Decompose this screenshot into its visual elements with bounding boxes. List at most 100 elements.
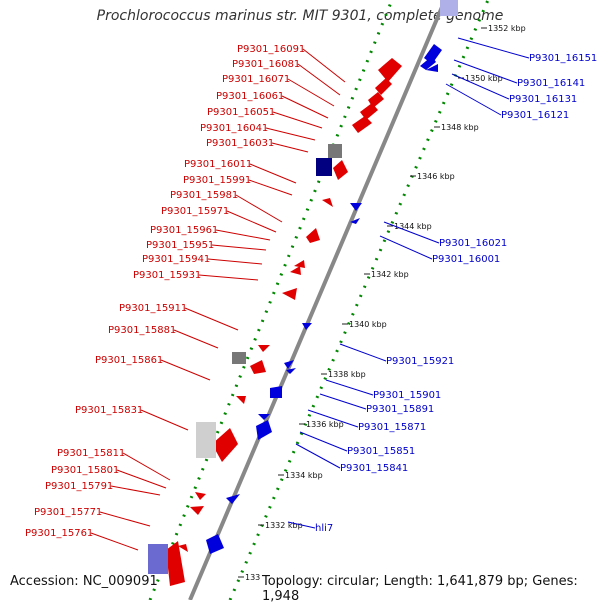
reverse-label-leader [339, 343, 387, 362]
reverse-gene-glyph [270, 386, 282, 398]
forward-gene-label: P9301_15951 [146, 240, 214, 251]
reverse-label-leader [295, 443, 341, 469]
forward-label-leader [116, 469, 167, 489]
reverse-gene-glyph [284, 360, 294, 369]
forward-gene-glyph [212, 428, 238, 462]
selected-gene-block [440, 0, 458, 16]
forward-label-leader [140, 409, 189, 431]
genome-axis-line [188, 0, 447, 600]
forward-label-leader [99, 511, 151, 527]
scale-tick-label: 1340 kbp [349, 320, 387, 329]
scale-tick-label: 1342 kbp [371, 270, 409, 279]
forward-label-leader [287, 78, 335, 107]
forward-label-leader [90, 532, 139, 551]
reverse-label-leader [457, 37, 530, 59]
reverse-gene-label: P9301_16141 [517, 78, 585, 89]
reverse-gene-label: P9301_16121 [501, 110, 569, 121]
reverse-gene-label: P9301_15921 [386, 356, 454, 367]
forward-label-leader [184, 307, 239, 331]
genome-axis [188, 0, 447, 600]
accession-text: Accession: NC_009091 [10, 574, 158, 589]
forward-label-leader [235, 194, 283, 223]
forward-gene-glyph [178, 544, 188, 552]
reverse-label-leader [445, 83, 502, 116]
highlighted-gene-block [316, 158, 332, 176]
reverse-gene-glyph [226, 494, 240, 504]
forward-gene-label: P9301_15961 [150, 225, 218, 236]
forward-gene-glyph [195, 492, 206, 500]
reverse-label-leader [299, 431, 348, 452]
forward-gene-glyph [294, 260, 305, 268]
reverse-gene-label: P9301_16021 [439, 238, 507, 249]
reverse-gene-glyph [350, 218, 360, 224]
forward-gene-glyph [352, 116, 372, 133]
forward-label-leader [160, 359, 211, 381]
forward-label-leader [207, 258, 263, 265]
forward-label-leader [265, 127, 316, 141]
reverse-gene-label: P9301_15901 [373, 390, 441, 401]
scale-tick-label: 1332 kbp [265, 521, 303, 530]
reverse-gene-label: P9301_16001 [432, 254, 500, 265]
reverse-gene-label: P9301_16131 [509, 94, 577, 105]
forward-gene-label: P9301_15981 [170, 190, 238, 201]
scale-tick-label: 1336 kbp [306, 420, 344, 429]
forward-gene-label: P9301_15971 [161, 206, 229, 217]
forward-gene-glyph [378, 58, 402, 82]
reverse-gene-label: hli7 [315, 523, 333, 534]
forward-label-leader [215, 229, 271, 241]
reverse-label-leader [307, 409, 359, 428]
forward-gene-label: P9301_16081 [232, 59, 300, 70]
pseudo-gene-block [328, 144, 342, 158]
forward-gene-glyph [333, 160, 348, 180]
reverse-gene-label: P9301_16151 [529, 53, 597, 64]
forward-gene-label: P9301_15941 [142, 254, 210, 265]
reverse-label-leader [379, 235, 433, 260]
reverse-gene-glyph [258, 414, 270, 420]
forward-label-leader [248, 179, 293, 196]
forward-gene-label: P9301_16011 [184, 159, 252, 170]
forward-gene-label: P9301_15811 [57, 448, 125, 459]
reverse-label-leader [319, 393, 367, 410]
forward-gene-label: P9301_15881 [108, 325, 176, 336]
forward-gene-label: P9301_15861 [95, 355, 163, 366]
page-title: Prochlorococcus marinus str. MIT 9301, c… [96, 8, 504, 24]
forward-gene-label: P9301_15771 [34, 507, 102, 518]
forward-label-leader [281, 95, 329, 119]
scale-tick-label: 1348 kbp [441, 123, 479, 132]
forward-gene-glyph [375, 78, 392, 95]
forward-label-leader [272, 111, 323, 129]
reverse-gene-labels: P9301_16151 P9301_16141 P9301_16131 P9301_1… [287, 37, 597, 534]
forward-gene-glyph [322, 198, 333, 207]
forward-gene-glyph [166, 541, 185, 586]
forward-gene-glyph [290, 266, 301, 275]
forward-label-leader [122, 452, 171, 481]
forward-gene-label: P9301_15911 [119, 303, 187, 314]
scale-tick-label: 1338 kbp [328, 370, 366, 379]
forward-label-leader [271, 142, 309, 153]
reverse-label-leader [325, 379, 374, 396]
reverse-gene-glyph [426, 64, 438, 72]
forward-gene-label: P9301_16061 [216, 91, 284, 102]
forward-gene-labels: P9301_16091 P9301_16081 P9301_16071 P9301_1… [25, 44, 346, 551]
selected-gene-block [148, 544, 168, 574]
forward-label-leader [297, 63, 341, 96]
reverse-strand-guide [228, 0, 490, 600]
forward-gene-label: P9301_16031 [206, 138, 274, 149]
forward-strand-guide [148, 0, 394, 600]
scale-tick-label: 1334 kbp [285, 471, 323, 480]
scale-tick-label: 1344 kbp [394, 222, 432, 231]
gene-glyphs [148, 0, 458, 586]
forward-label-leader [302, 48, 346, 83]
forward-gene-label: P9301_15761 [25, 528, 93, 539]
forward-gene-glyph [306, 228, 320, 243]
forward-gene-glyph [190, 506, 204, 515]
forward-gene-label: P9301_16041 [200, 123, 268, 134]
reverse-label-leader [383, 221, 440, 244]
forward-label-leader [198, 274, 259, 281]
scale-tick-label: 1346 kbp [417, 172, 455, 181]
scale-ticks: 1352 kbp 1350 kbp 1348 kbp 1346 kbp 1344 kbp… [238, 24, 526, 582]
forward-label-leader [226, 210, 277, 233]
forward-gene-label: P9301_15791 [45, 481, 113, 492]
scale-tick-label: 1350 kbp [465, 74, 503, 83]
